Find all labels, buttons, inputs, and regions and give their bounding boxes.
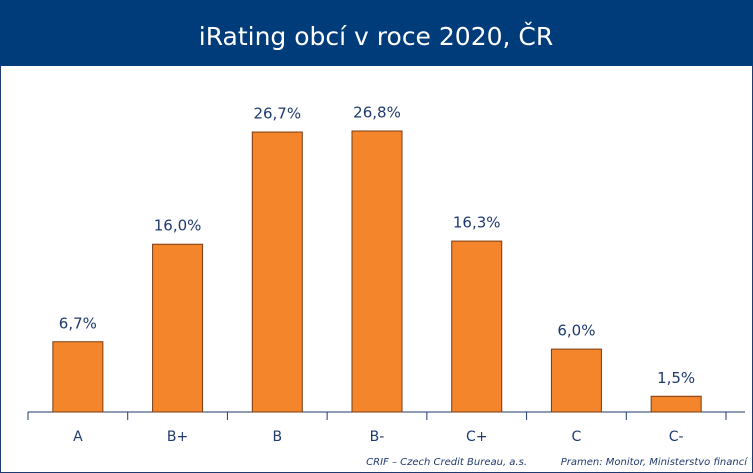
source-note: Pramen: Monitor, Ministerstvo financí xyxy=(561,456,749,468)
title-bar xyxy=(0,0,753,66)
bar xyxy=(52,341,104,413)
bar xyxy=(351,130,403,413)
bar xyxy=(650,395,702,413)
value-label: 26,8% xyxy=(353,104,401,122)
x-tick-label: B+ xyxy=(167,429,188,445)
x-tick-label: A xyxy=(73,429,83,445)
x-tick-label: B- xyxy=(370,429,385,445)
bar xyxy=(451,240,503,413)
value-label: 26,7% xyxy=(253,105,301,123)
value-label: 16,0% xyxy=(154,217,202,235)
x-tick-label: B xyxy=(272,429,282,445)
bar xyxy=(251,131,303,413)
x-tick-label: C xyxy=(572,429,582,445)
x-tick-label: C- xyxy=(669,429,684,445)
value-label: 6,7% xyxy=(59,314,97,332)
chart-title: iRating obcí v roce 2020, ČR xyxy=(199,21,553,51)
value-label: 16,3% xyxy=(453,214,501,232)
value-label: 1,5% xyxy=(657,369,695,387)
x-tick-label: C+ xyxy=(466,429,488,445)
bar xyxy=(152,243,204,413)
bar xyxy=(550,348,602,413)
value-label: 6,0% xyxy=(557,322,595,340)
source-note: CRIF – Czech Credit Bureau, a.s. xyxy=(366,457,527,468)
